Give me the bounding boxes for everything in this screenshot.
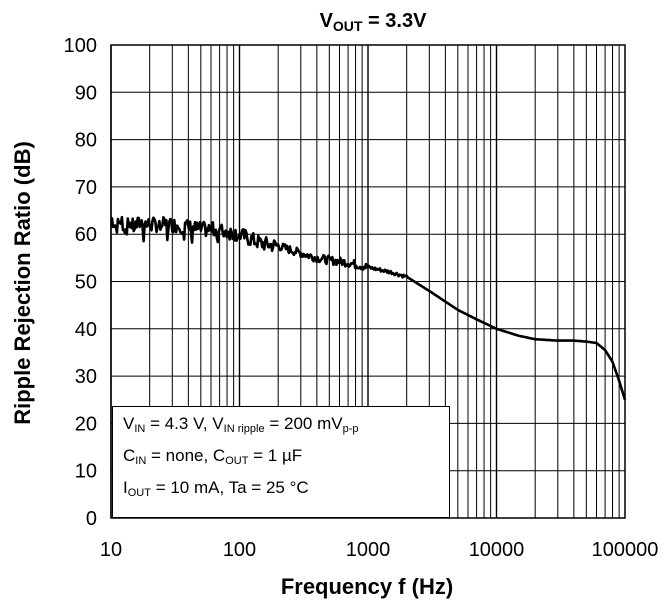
y-tick-label: 100 <box>64 35 97 57</box>
y-axis-label: Ripple Rejection Ratio (dB) <box>10 141 35 425</box>
y-tick-label: 60 <box>75 224 97 246</box>
x-tick-label: 100000 <box>592 539 659 561</box>
y-tick-label: 80 <box>75 130 97 152</box>
y-tick-label: 40 <box>75 319 97 341</box>
conditions-box: VIN = 4.3 V, VIN ripple = 200 mVp-p CIN … <box>112 406 450 518</box>
y-tick-labels: 0 10 20 30 40 50 60 70 80 90 100 <box>64 35 97 530</box>
x-axis-label: Frequency f (Hz) <box>281 574 453 599</box>
y-tick-label: 30 <box>75 366 97 388</box>
x-tick-label: 10 <box>100 539 122 561</box>
plot-frame <box>110 44 626 519</box>
condition-line-3: IOUT = 10 mA, Ta = 25 °C <box>123 478 309 499</box>
y-tick-label: 0 <box>86 508 97 530</box>
x-tick-labels: 10 100 1000 10000 100000 <box>100 539 659 561</box>
condition-line-1: VIN = 4.3 V, VIN ripple = 200 mVp-p <box>123 414 359 435</box>
condition-line-2: CIN = none, COUT = 1 µF <box>123 446 303 467</box>
x-tick-label: 10000 <box>469 539 525 561</box>
x-tick-label: 100 <box>223 539 256 561</box>
y-tick-label: 20 <box>75 413 97 435</box>
series-line <box>110 215 627 401</box>
y-tick-label: 50 <box>75 272 97 294</box>
y-tick-label: 10 <box>75 461 97 483</box>
chart-title: VOUT = 3.3V <box>320 10 428 34</box>
y-tick-label: 90 <box>75 82 97 104</box>
y-tick-label: 70 <box>75 177 97 199</box>
x-tick-label: 1000 <box>346 539 391 561</box>
